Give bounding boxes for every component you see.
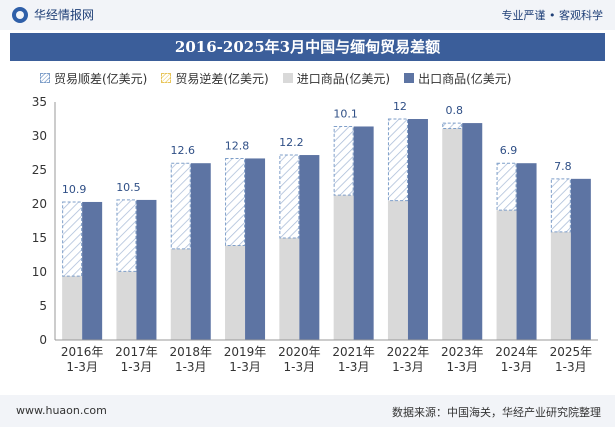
legend: 贸易顺差(亿美元) 贸易逆差(亿美元) 进口商品(亿美元) 出口商品(亿美元)	[40, 68, 600, 88]
legend-swatch-export	[404, 73, 415, 83]
export-bar[interactable]	[516, 163, 537, 340]
footer-website[interactable]: www.huaon.com	[16, 404, 107, 417]
surplus-bar[interactable]	[387, 118, 408, 202]
legend-item-surplus[interactable]: 贸易顺差(亿美元)	[40, 70, 147, 87]
surplus-value-label: 10.5	[116, 181, 141, 194]
y-tick-label: 25	[32, 163, 47, 177]
legend-label-deficit: 贸易逆差(亿美元)	[175, 71, 269, 86]
legend-item-import[interactable]: 进口商品(亿美元)	[282, 70, 391, 87]
bars	[62, 118, 591, 340]
y-tick-label: 10	[32, 265, 47, 279]
x-tick-label: 1-3月	[501, 360, 533, 374]
y-tick-label: 30	[32, 129, 47, 143]
x-tick-label: 2021年	[332, 345, 375, 359]
import-bar[interactable]	[62, 276, 83, 340]
export-bar[interactable]	[82, 201, 103, 340]
surplus-value-label: 12.8	[225, 139, 250, 152]
export-bar[interactable]	[407, 119, 428, 340]
surplus-bar[interactable]	[225, 157, 246, 246]
x-tick-label: 1-3月	[66, 360, 98, 374]
surplus-bar[interactable]	[550, 178, 571, 233]
surplus-value-label: 10.9	[62, 183, 87, 196]
legend-swatch-deficit	[161, 73, 172, 83]
surplus-value-label: 6.9	[500, 144, 518, 157]
y-tick-label: 5	[39, 299, 47, 313]
import-bar[interactable]	[496, 210, 517, 340]
brand-logo-icon	[12, 6, 28, 23]
export-bar[interactable]	[299, 155, 320, 340]
export-bar[interactable]	[245, 158, 266, 340]
surplus-bar[interactable]	[333, 125, 354, 196]
legend-label-export: 出口商品(亿美元)	[418, 71, 512, 86]
import-bar[interactable]	[442, 128, 463, 340]
x-tick-label: 1-3月	[338, 360, 370, 374]
brand-name: 华经情报网	[34, 8, 95, 22]
x-tick-label: 2024年	[495, 345, 538, 359]
surplus-value-label: 10.1	[333, 107, 358, 120]
export-bar[interactable]	[570, 178, 591, 340]
x-tick-label: 1-3月	[284, 360, 316, 374]
top-bar: 华经情报网 专业严谨 • 客观科学	[0, 0, 615, 30]
import-bar[interactable]	[333, 195, 354, 340]
surplus-bar[interactable]	[496, 162, 517, 211]
x-tick-label: 2022年	[387, 345, 430, 359]
surplus-value-label: 12	[393, 100, 407, 113]
legend-swatch-import	[282, 73, 293, 83]
x-tick-label: 1-3月	[555, 360, 587, 374]
y-tick-label: 20	[32, 197, 47, 211]
brand[interactable]: 华经情报网	[12, 6, 94, 23]
export-bar[interactable]	[353, 126, 374, 340]
x-tick-label: 2025年	[550, 345, 593, 359]
import-bar[interactable]	[170, 248, 191, 340]
chart-title: 2016-2025年3月中国与缅甸贸易差额	[10, 33, 605, 61]
surplus-bar[interactable]	[62, 201, 83, 277]
x-tick-label: 2017年	[115, 345, 158, 359]
x-axis: 2016年1-3月2017年1-3月2018年1-3月2019年1-3月2020…	[55, 339, 598, 374]
y-tick-label: 35	[32, 95, 47, 109]
surplus-value-label: 0.8	[446, 104, 464, 117]
x-tick-label: 1-3月	[229, 360, 261, 374]
x-tick-label: 1-3月	[446, 360, 478, 374]
surplus-bar[interactable]	[279, 154, 300, 239]
tagline: 专业严谨 • 客观科学	[501, 9, 603, 22]
surplus-bar[interactable]	[116, 199, 137, 272]
x-tick-label: 2020年	[278, 345, 321, 359]
import-bar[interactable]	[225, 245, 246, 340]
import-bar[interactable]	[279, 238, 300, 340]
y-axis: 0 5 10 15 20 25 30 35	[32, 95, 56, 347]
x-tick-label: 2018年	[169, 345, 212, 359]
y-tick-label: 15	[32, 231, 47, 245]
legend-item-export[interactable]: 出口商品(亿美元)	[404, 70, 512, 87]
surplus-value-label: 12.2	[279, 136, 304, 149]
footer: www.huaon.com 数据来源：中国海关，华经产业研究院整理	[0, 395, 615, 427]
x-tick-label: 2023年	[441, 345, 484, 359]
x-tick-label: 1-3月	[121, 360, 153, 374]
x-tick-label: 1-3月	[392, 360, 424, 374]
export-bar[interactable]	[190, 163, 211, 340]
import-bar[interactable]	[550, 231, 571, 340]
legend-label-surplus: 贸易顺差(亿美元)	[54, 71, 148, 86]
x-tick-label: 2019年	[224, 345, 267, 359]
data-labels: 10.9 10.5 12.6 12.8 12.2 10.1 12 0.8 6.9 7.8	[62, 100, 572, 196]
import-bar[interactable]	[387, 200, 408, 340]
surplus-value-label: 7.8	[554, 160, 572, 173]
surplus-bar[interactable]	[442, 122, 463, 130]
export-bar[interactable]	[136, 199, 157, 340]
import-bar[interactable]	[116, 271, 137, 340]
surplus-value-label: 12.6	[171, 144, 196, 157]
legend-item-deficit[interactable]: 贸易逆差(亿美元)	[161, 70, 269, 87]
footer-source: 数据来源：中国海关，华经产业研究院整理	[392, 406, 601, 419]
x-tick-label: 1-3月	[175, 360, 207, 374]
export-bar[interactable]	[462, 123, 483, 340]
legend-swatch-surplus	[40, 73, 50, 83]
x-tick-label: 2016年	[61, 345, 104, 359]
surplus-bar[interactable]	[170, 162, 191, 250]
y-tick-label: 0	[39, 333, 47, 347]
legend-label-import: 进口商品(亿美元)	[296, 71, 391, 86]
